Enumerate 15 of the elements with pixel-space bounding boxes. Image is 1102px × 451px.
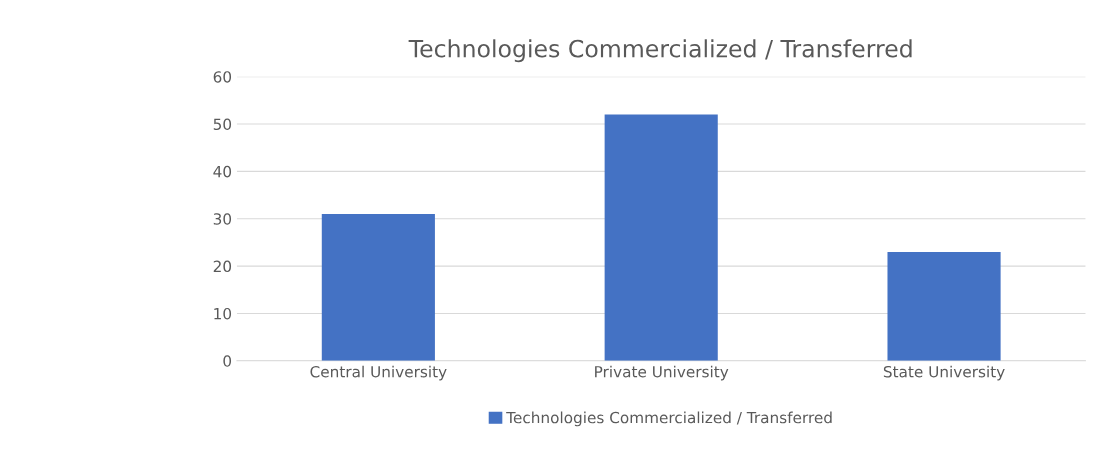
x-tick-label: State University <box>883 365 1005 381</box>
y-tick-label: 60 <box>213 71 232 83</box>
legend-label: Technologies Commercialized / Transferred <box>506 411 832 427</box>
y-tick-label: 50 <box>213 118 232 131</box>
chart-title: Technologies Commercialized / Transferred <box>408 39 912 63</box>
y-tick-label: 0 <box>223 355 232 367</box>
y-tick-label: 30 <box>213 213 232 225</box>
y-tick-label: 10 <box>214 307 232 320</box>
x-tick-label: Central University <box>310 365 447 381</box>
bar <box>887 251 1001 361</box>
x-tick-label: Private University <box>595 365 729 381</box>
y-tick-label: 20 <box>213 260 232 273</box>
y-tick-label: 40 <box>213 165 232 178</box>
bar <box>321 214 435 361</box>
bar <box>604 114 718 361</box>
